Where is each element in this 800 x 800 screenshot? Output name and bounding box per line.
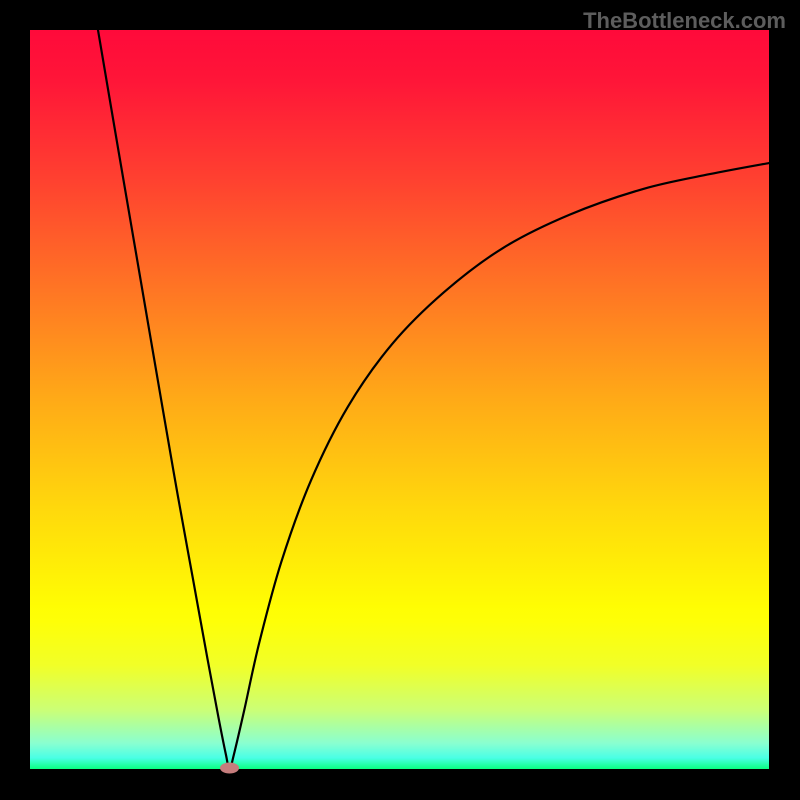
minimum-marker xyxy=(221,763,239,773)
plot-background xyxy=(30,30,769,769)
watermark-text: TheBottleneck.com xyxy=(583,8,786,34)
chart-container: TheBottleneck.com xyxy=(0,0,800,800)
bottleneck-chart xyxy=(0,0,800,800)
